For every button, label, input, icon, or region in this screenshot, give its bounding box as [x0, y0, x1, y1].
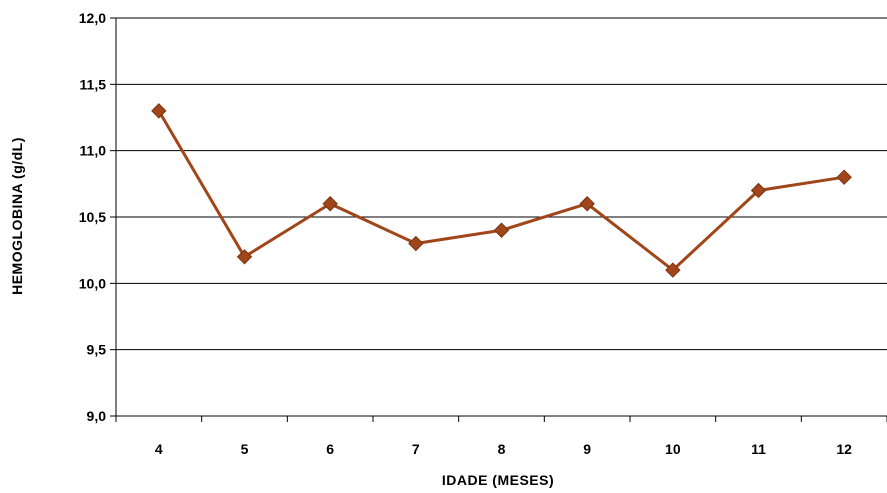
data-point: [493, 222, 510, 238]
x-tick-label: 8: [498, 441, 506, 457]
y-tick-label: 11,5: [80, 76, 107, 92]
y-tick-label: 11,0: [80, 143, 107, 159]
y-tick-label: 10,5: [79, 209, 106, 225]
axes: [110, 17, 887, 422]
x-tick-label: 9: [583, 441, 591, 457]
x-tick-label: 10: [665, 441, 681, 457]
y-tick-label: 12,0: [79, 10, 106, 26]
data-point: [322, 196, 338, 212]
x-tick-label: 12: [836, 441, 852, 457]
x-tick-label: 4: [155, 441, 163, 457]
data-point: [151, 103, 167, 119]
data-point: [408, 235, 424, 252]
y-axis-title: HEMOGLOBINA (g/dL): [9, 137, 25, 295]
x-tick-label: 5: [241, 441, 249, 457]
y-tick-labels: 9,0 9,5 10,0 10,5 11,0 11,5 12,0: [79, 10, 106, 424]
x-axis-title: IDADE (MESES): [442, 472, 554, 488]
series-hemoglobina: [151, 103, 852, 278]
data-point: [236, 249, 253, 265]
y-tick-label: 10,0: [79, 275, 106, 291]
data-point: [665, 262, 681, 278]
x-tick-label: 11: [751, 441, 766, 457]
x-tick-label: 7: [412, 441, 420, 457]
y-tick-label: 9,5: [87, 342, 107, 358]
data-point: [836, 169, 852, 185]
gridlines: [116, 17, 887, 351]
x-tick-label: 6: [326, 441, 334, 457]
series-line: [157, 110, 845, 272]
data-point: [579, 196, 595, 212]
y-tick-label: 9,0: [87, 408, 107, 424]
data-point: [750, 182, 767, 199]
x-tick-labels: 4 5 6 7 8 9 10 11 12: [155, 441, 852, 457]
